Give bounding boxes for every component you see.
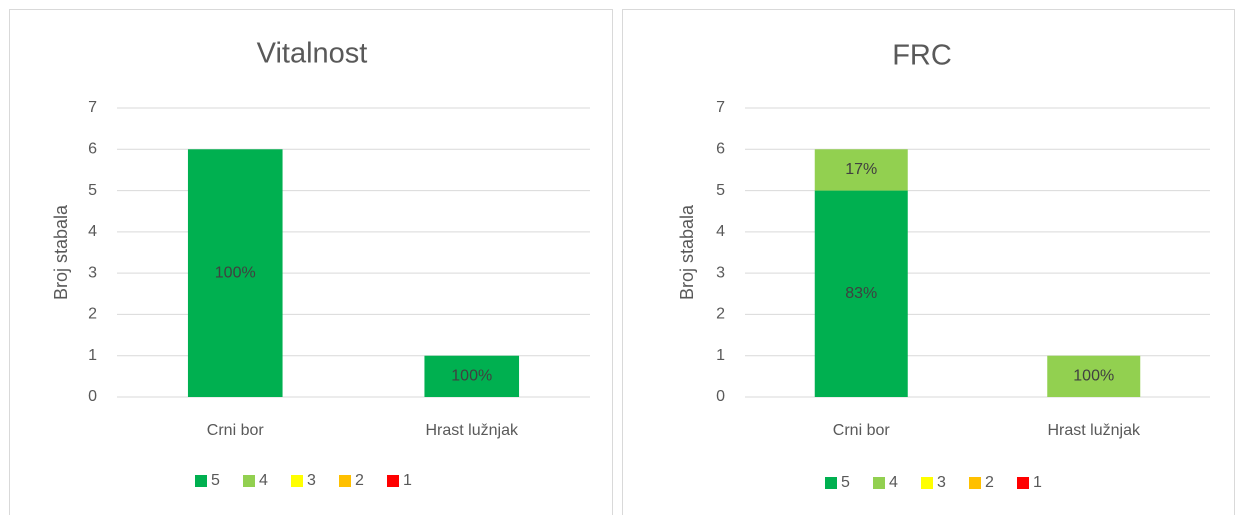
legend-label: 4	[889, 474, 898, 491]
y-tick-label: 0	[716, 388, 725, 405]
value-label: 17%	[845, 161, 877, 178]
legend-swatch	[825, 477, 837, 489]
legend-label: 1	[1033, 474, 1042, 491]
legend-swatch	[195, 475, 207, 487]
legend-swatch	[291, 475, 303, 487]
panel	[9, 9, 613, 515]
y-tick-label: 6	[716, 141, 725, 158]
legend-swatch	[969, 477, 981, 489]
y-tick-label: 1	[716, 347, 725, 364]
y-tick-label: 2	[88, 306, 97, 323]
x-tick-label: Hrast lužnjak	[426, 422, 519, 439]
y-tick-label: 5	[88, 182, 97, 199]
y-tick-label: 3	[716, 264, 725, 281]
y-tick-label: 6	[88, 141, 97, 158]
y-tick-label: 1	[88, 347, 97, 364]
legend-swatch	[387, 475, 399, 487]
legend-swatch	[873, 477, 885, 489]
x-tick-label: Crni bor	[833, 422, 891, 439]
legend-label: 5	[841, 474, 850, 491]
legend-label: 2	[985, 474, 994, 491]
bar-segment	[814, 149, 908, 191]
legend-label: 4	[259, 472, 268, 489]
y-axis-title: Broj stabala	[51, 204, 71, 300]
bar-segment	[1047, 355, 1141, 397]
y-axis-title: Broj stabala	[677, 204, 697, 300]
chart-title: Vitalnost	[257, 38, 368, 70]
value-label: 100%	[451, 368, 492, 385]
legend-label: 2	[355, 472, 364, 489]
y-tick-label: 2	[716, 306, 725, 323]
x-tick-label: Crni bor	[207, 422, 265, 439]
y-tick-label: 3	[88, 264, 97, 281]
y-tick-label: 7	[88, 99, 97, 116]
y-tick-label: 4	[88, 223, 97, 240]
legend-swatch	[1017, 477, 1029, 489]
value-label: 100%	[1073, 368, 1114, 385]
legend-swatch	[243, 475, 255, 487]
y-tick-label: 7	[716, 99, 725, 116]
legend-label: 1	[403, 472, 412, 489]
value-label: 100%	[215, 264, 256, 281]
x-tick-label: Hrast lužnjak	[1048, 422, 1141, 439]
y-tick-label: 4	[716, 223, 725, 240]
legend-swatch	[339, 475, 351, 487]
chart-title: FRC	[892, 40, 952, 72]
y-tick-label: 0	[88, 388, 97, 405]
bar-segment	[424, 355, 520, 397]
legend-label: 3	[937, 474, 946, 491]
bar-segment	[814, 190, 908, 397]
y-tick-label: 5	[716, 182, 725, 199]
legend-label: 5	[211, 472, 220, 489]
panel	[622, 9, 1235, 515]
legend-swatch	[921, 477, 933, 489]
bar-segment	[187, 149, 283, 397]
value-label: 83%	[845, 285, 877, 302]
legend-label: 3	[307, 472, 316, 489]
